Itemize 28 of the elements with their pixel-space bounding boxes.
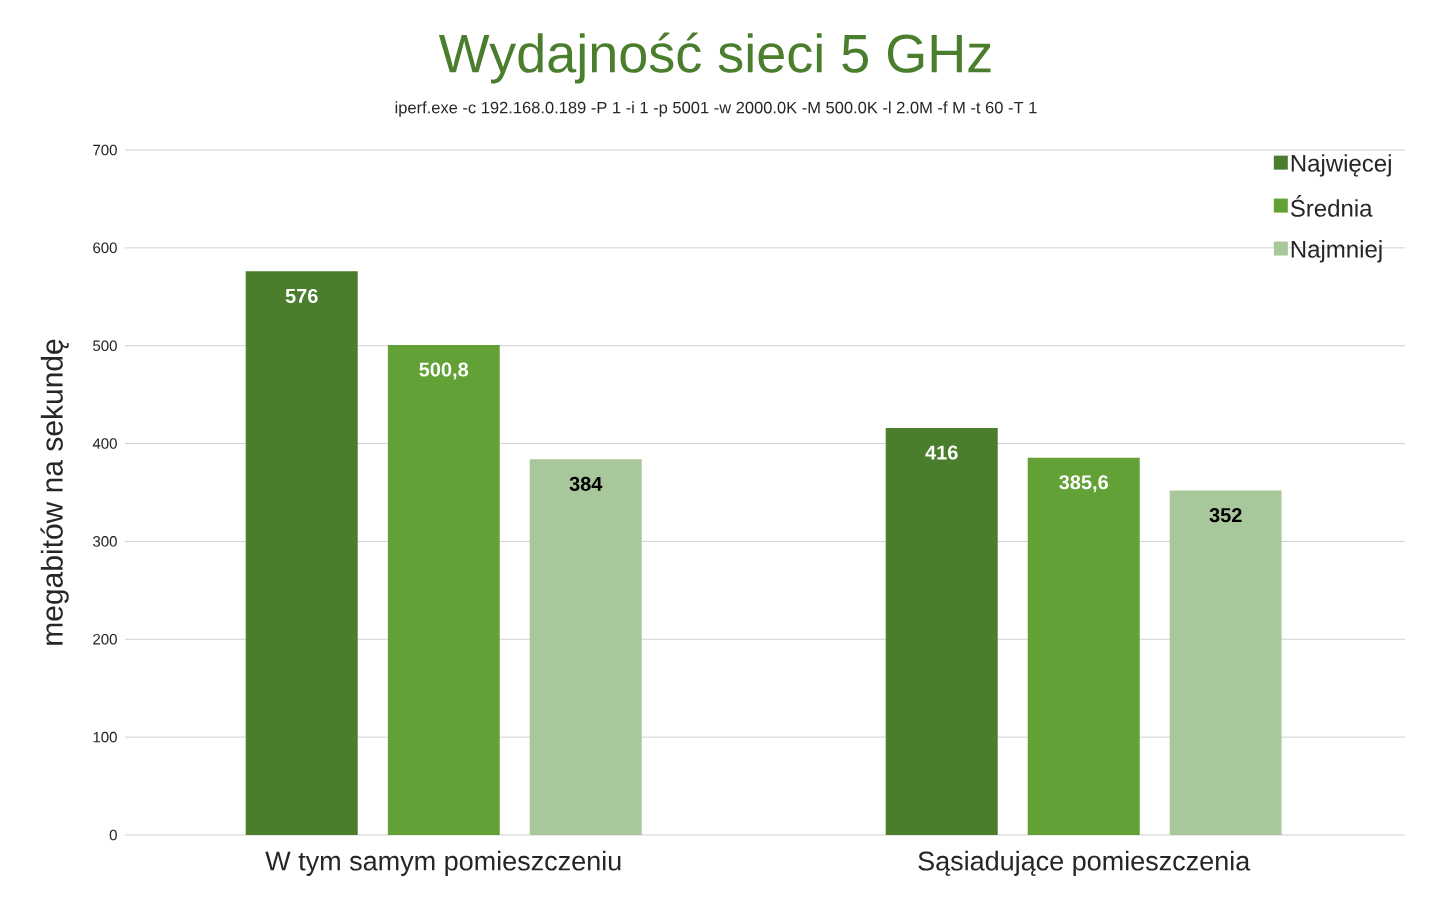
chart-subtitle: iperf.exe -c 192.168.0.189 -P 1 -i 1 -p 5001 -w 2000.0K -M 500.0K -l 2.0M -f M -t 60 -T 1 (395, 101, 1037, 117)
data-label: 576 (285, 288, 318, 304)
y-tick-label: 700 (93, 144, 117, 156)
y-tick-label: 100 (93, 731, 117, 743)
legend-label: Najwięcej (1291, 154, 1391, 177)
y-tick-label: 600 (93, 242, 117, 254)
y-tick-label: 300 (93, 536, 117, 547)
data-label: 416 (925, 445, 958, 460)
bar (387, 344, 500, 835)
y-tick-label: 400 (92, 438, 117, 449)
y-tick-label: 500 (93, 340, 117, 352)
data-label: 352 (1209, 508, 1242, 523)
bar (1169, 490, 1282, 835)
data-label: 500,8 (419, 362, 469, 380)
bar (245, 271, 358, 835)
legend-label: Średnia (1290, 195, 1373, 217)
bar (885, 427, 998, 835)
data-label: 384 (569, 476, 603, 491)
data-label: 385,6 (1059, 475, 1109, 493)
y-axis-title: megabitów na sekundę (40, 339, 69, 645)
x-tick-label: Sąsiadujące pomieszczenia (918, 850, 1251, 876)
y-tick-label: 200 (93, 633, 117, 645)
bar (1027, 457, 1140, 835)
bar (529, 459, 642, 835)
legend-label: Najmniej (1291, 240, 1382, 263)
x-tick-label: W tym samym pomieszczeniu (265, 850, 621, 876)
chart-title: Wydajność sieci 5 GHz (438, 32, 991, 84)
y-tick-label: 0 (109, 829, 117, 841)
